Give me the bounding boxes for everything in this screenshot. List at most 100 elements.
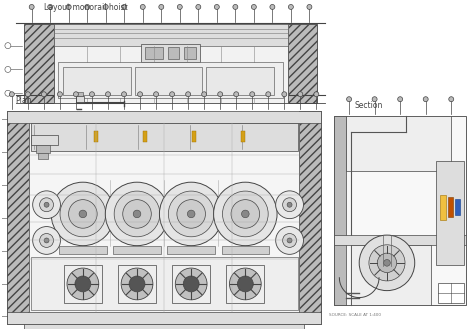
Bar (94, 131, 99, 143)
Bar (168, 47, 180, 59)
Circle shape (251, 5, 256, 10)
Circle shape (177, 200, 205, 228)
Circle shape (231, 200, 260, 228)
Circle shape (137, 92, 143, 97)
Circle shape (186, 92, 191, 97)
Circle shape (449, 97, 454, 102)
Bar (118, 265, 156, 303)
Bar (145, 47, 163, 59)
Circle shape (398, 97, 402, 102)
Circle shape (114, 191, 160, 237)
Circle shape (276, 191, 303, 219)
Circle shape (170, 92, 174, 97)
Circle shape (69, 200, 97, 228)
Bar (77, 92, 83, 96)
Bar (113, 246, 161, 254)
Bar (334, 116, 466, 305)
Circle shape (377, 253, 397, 273)
Bar (438, 283, 464, 303)
Circle shape (201, 92, 207, 97)
Circle shape (187, 210, 195, 218)
Circle shape (288, 5, 293, 10)
Circle shape (168, 191, 214, 237)
Bar (440, 195, 447, 220)
Circle shape (307, 5, 312, 10)
Bar (64, 67, 131, 95)
Text: Plan: Plan (15, 96, 31, 105)
Circle shape (196, 5, 201, 10)
Circle shape (237, 276, 253, 292)
Circle shape (40, 198, 54, 212)
Circle shape (383, 259, 390, 266)
Circle shape (159, 5, 164, 10)
Circle shape (122, 5, 127, 10)
Circle shape (5, 90, 11, 96)
Bar (455, 199, 460, 215)
Circle shape (154, 92, 159, 97)
Bar (7, 111, 321, 123)
Bar (54, 24, 288, 46)
Bar (31, 135, 58, 145)
Circle shape (242, 210, 249, 218)
Bar (37, 153, 47, 159)
Circle shape (346, 97, 352, 102)
Circle shape (51, 182, 115, 246)
Bar (135, 67, 202, 95)
Circle shape (250, 92, 255, 97)
Circle shape (106, 92, 110, 97)
Circle shape (121, 92, 127, 97)
Circle shape (298, 92, 303, 97)
Circle shape (183, 276, 199, 292)
Circle shape (73, 92, 78, 97)
Circle shape (129, 276, 145, 292)
Bar (334, 116, 346, 305)
Text: Layout monorail hoist: Layout monorail hoist (44, 3, 128, 12)
Text: Section: Section (354, 101, 383, 110)
Circle shape (5, 66, 11, 72)
Bar (351, 245, 431, 305)
Bar (143, 131, 147, 143)
Circle shape (48, 5, 53, 10)
Circle shape (44, 238, 49, 243)
Circle shape (33, 227, 61, 254)
Bar (54, 24, 288, 103)
Circle shape (214, 5, 219, 10)
Circle shape (85, 5, 90, 10)
Circle shape (423, 97, 428, 102)
Circle shape (57, 92, 63, 97)
Circle shape (159, 182, 223, 246)
Bar (241, 131, 245, 143)
Bar (76, 96, 84, 102)
Bar (31, 123, 298, 151)
Circle shape (283, 198, 297, 212)
Circle shape (229, 268, 261, 300)
Circle shape (75, 276, 91, 292)
Bar (7, 111, 29, 324)
Circle shape (270, 5, 275, 10)
Bar (167, 246, 215, 254)
Bar (227, 265, 264, 303)
Bar (437, 161, 464, 265)
Circle shape (67, 268, 99, 300)
Circle shape (234, 92, 239, 97)
Circle shape (214, 182, 277, 246)
Bar (36, 145, 50, 153)
Circle shape (44, 202, 49, 207)
Circle shape (105, 182, 169, 246)
Circle shape (9, 92, 14, 97)
Bar (24, 324, 304, 330)
Circle shape (314, 92, 319, 97)
Circle shape (276, 227, 303, 254)
Bar (141, 44, 201, 62)
Bar (288, 24, 317, 103)
Bar (448, 197, 453, 217)
Circle shape (66, 5, 71, 10)
Circle shape (372, 97, 377, 102)
Circle shape (222, 191, 268, 237)
Circle shape (218, 92, 223, 97)
Bar (192, 131, 196, 143)
Bar (58, 62, 283, 98)
Circle shape (33, 191, 61, 219)
Bar (206, 67, 273, 95)
Bar (221, 246, 269, 254)
